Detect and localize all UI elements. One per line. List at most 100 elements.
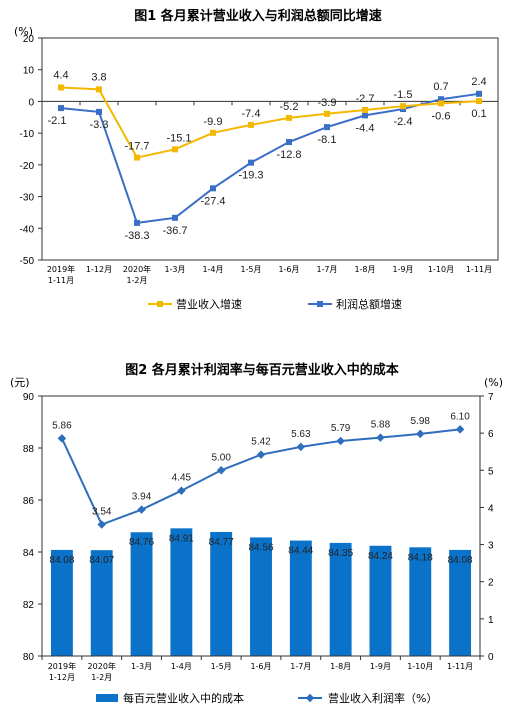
- profit-point: [210, 185, 216, 192]
- revenue-point: [172, 146, 178, 153]
- revenue-point: [58, 84, 64, 91]
- profit-point: [172, 214, 178, 221]
- profit-data-label: -27.4: [200, 195, 225, 207]
- chart1-frame: [41, 37, 499, 261]
- chart1-y-tick-label: -40: [20, 224, 35, 235]
- cost-data-label: 84.08: [49, 555, 74, 566]
- margin-data-label: 3.94: [132, 492, 152, 503]
- chart2-x-tick-label: 1-6月: [250, 662, 271, 671]
- chart1-y-tick-label: -10: [20, 129, 35, 140]
- profit-series-line: [60, 92, 480, 224]
- chart1-x-tick-label: 1-5月: [240, 265, 261, 274]
- chart2-x-tick-label: 2019年 1-12月: [48, 661, 76, 682]
- profit-point: [286, 139, 292, 146]
- legend-profit-label: 利润总额增速: [336, 297, 402, 311]
- profit-point: [324, 124, 330, 131]
- chart2-y-right-tick-label: 2: [488, 578, 494, 589]
- cost-data-label: 84.91: [169, 533, 194, 544]
- cost-bar: [289, 540, 312, 656]
- margin-data-label: 5.00: [211, 452, 231, 463]
- margin-point: [416, 429, 425, 439]
- margin-data-label: 5.86: [52, 420, 72, 431]
- profit-point: [134, 219, 140, 226]
- cost-bar: [90, 550, 113, 656]
- chart2-legend: 每百元营业收入中的成本 营业收入利润率（%）: [96, 691, 437, 705]
- revenue-point: [438, 100, 444, 107]
- chart2-y-left-tick-label: 82: [23, 600, 35, 611]
- revenue-point: [476, 98, 482, 105]
- revenue-point: [96, 86, 102, 93]
- revenue-data-label: -3.9: [318, 97, 337, 109]
- chart2-y-left-tick-label: 80: [23, 652, 35, 663]
- chart1-legend: 营业收入增速 利润总额增速: [148, 297, 402, 311]
- cost-data-label: 84.35: [328, 548, 353, 559]
- cost-bar: [170, 528, 193, 656]
- margin-data-label: 5.63: [291, 429, 311, 440]
- profit-point: [476, 90, 482, 97]
- revenue-data-label: -9.9: [204, 116, 223, 128]
- cost-bar: [329, 542, 352, 656]
- profit-data-label: -12.8: [276, 149, 301, 161]
- chart1-x-tick-label: 2020年 1-2月: [123, 264, 151, 285]
- chart2-y-right-tick-label: 7: [488, 392, 494, 403]
- chart2-x-tick-label: 1-5月: [211, 662, 232, 671]
- cost-data-label: 84.07: [89, 555, 114, 566]
- chart1-x-tick-label: 2019年 1-11月: [47, 264, 75, 285]
- revenue-data-label: -0.6: [432, 110, 451, 122]
- margin-data-label: 3.54: [92, 507, 112, 518]
- margin-point: [336, 436, 345, 446]
- chart1-y-tick-label: -30: [20, 193, 35, 204]
- profit-point: [438, 96, 444, 103]
- chart2-y-unit-left: (元): [10, 376, 30, 389]
- cost-bar: [369, 545, 392, 656]
- chart2-x-tick-label: 1-3月: [131, 662, 152, 671]
- chart2-y-right-tick-label: 6: [488, 429, 494, 440]
- cost-bar: [250, 537, 272, 656]
- margin-point: [137, 505, 146, 514]
- margin-point: [256, 450, 266, 459]
- cost-data-label: 84.76: [129, 537, 154, 548]
- chart2-y-unit-right: (%): [484, 376, 503, 389]
- chart2-x-tick-label: 1-4月: [171, 662, 192, 671]
- chart2-y-left-tick-label: 88: [23, 444, 35, 455]
- chart2-x-tick-label: 1-10月: [407, 662, 433, 671]
- chart1-x-tick-label: 1-11月: [466, 265, 492, 274]
- profit-point: [58, 105, 64, 112]
- chart2-y-right-tick-label: 3: [488, 541, 494, 552]
- profit-point: [248, 159, 254, 166]
- margin-data-label: 6.10: [450, 411, 470, 422]
- chart1-plot: 20 10 0 -10 -20 -30 -40 -50 2019年 1-11月 1-12月 2020年…: [20, 34, 499, 285]
- revenue-series-line: [60, 86, 480, 159]
- chart1-y-tick-label: -20: [20, 161, 35, 172]
- revenue-data-label: 0.1: [471, 108, 486, 120]
- revenue-data-label: -7.4: [242, 108, 261, 120]
- margin-point: [296, 442, 306, 452]
- chart1-x-tick-label: 1-12月: [86, 265, 112, 274]
- revenue-data-label: 4.4: [53, 69, 68, 81]
- margin-data-label: 5.88: [371, 420, 391, 431]
- margin-point: [376, 433, 385, 442]
- cost-bar: [130, 532, 153, 656]
- cost-data-label: 84.56: [248, 542, 273, 553]
- legend-margin-marker-icon: [305, 693, 315, 703]
- profit-data-label: -36.7: [162, 225, 187, 237]
- revenue-point: [324, 110, 330, 117]
- profit-data-label: -8.1: [318, 134, 337, 146]
- chart1-x-tick-label: 1-7月: [316, 265, 337, 274]
- chart2-y-right-tick-label: 4: [488, 503, 494, 514]
- profit-data-label: -19.3: [238, 170, 263, 182]
- chart1-x-tick-label: 1-10月: [428, 265, 454, 274]
- chart2-frame: [41, 395, 481, 657]
- chart2-plot: 84.08 84.07 84.76 84.91 84.77 84.56 84.44 84.35…: [23, 392, 494, 682]
- margin-point: [97, 520, 106, 529]
- cost-data-label: 84.18: [408, 552, 433, 563]
- cost-data-label: 84.77: [209, 537, 234, 548]
- revenue-point: [248, 121, 254, 128]
- chart1-x-tick-label: 1-8月: [354, 265, 375, 274]
- legend-margin-label: 营业收入利润率（%）: [328, 691, 437, 705]
- revenue-data-label: -5.2: [280, 101, 299, 113]
- revenue-point: [400, 103, 406, 110]
- legend-profit-marker-icon: [317, 301, 323, 307]
- cost-data-label: 84.24: [368, 551, 393, 562]
